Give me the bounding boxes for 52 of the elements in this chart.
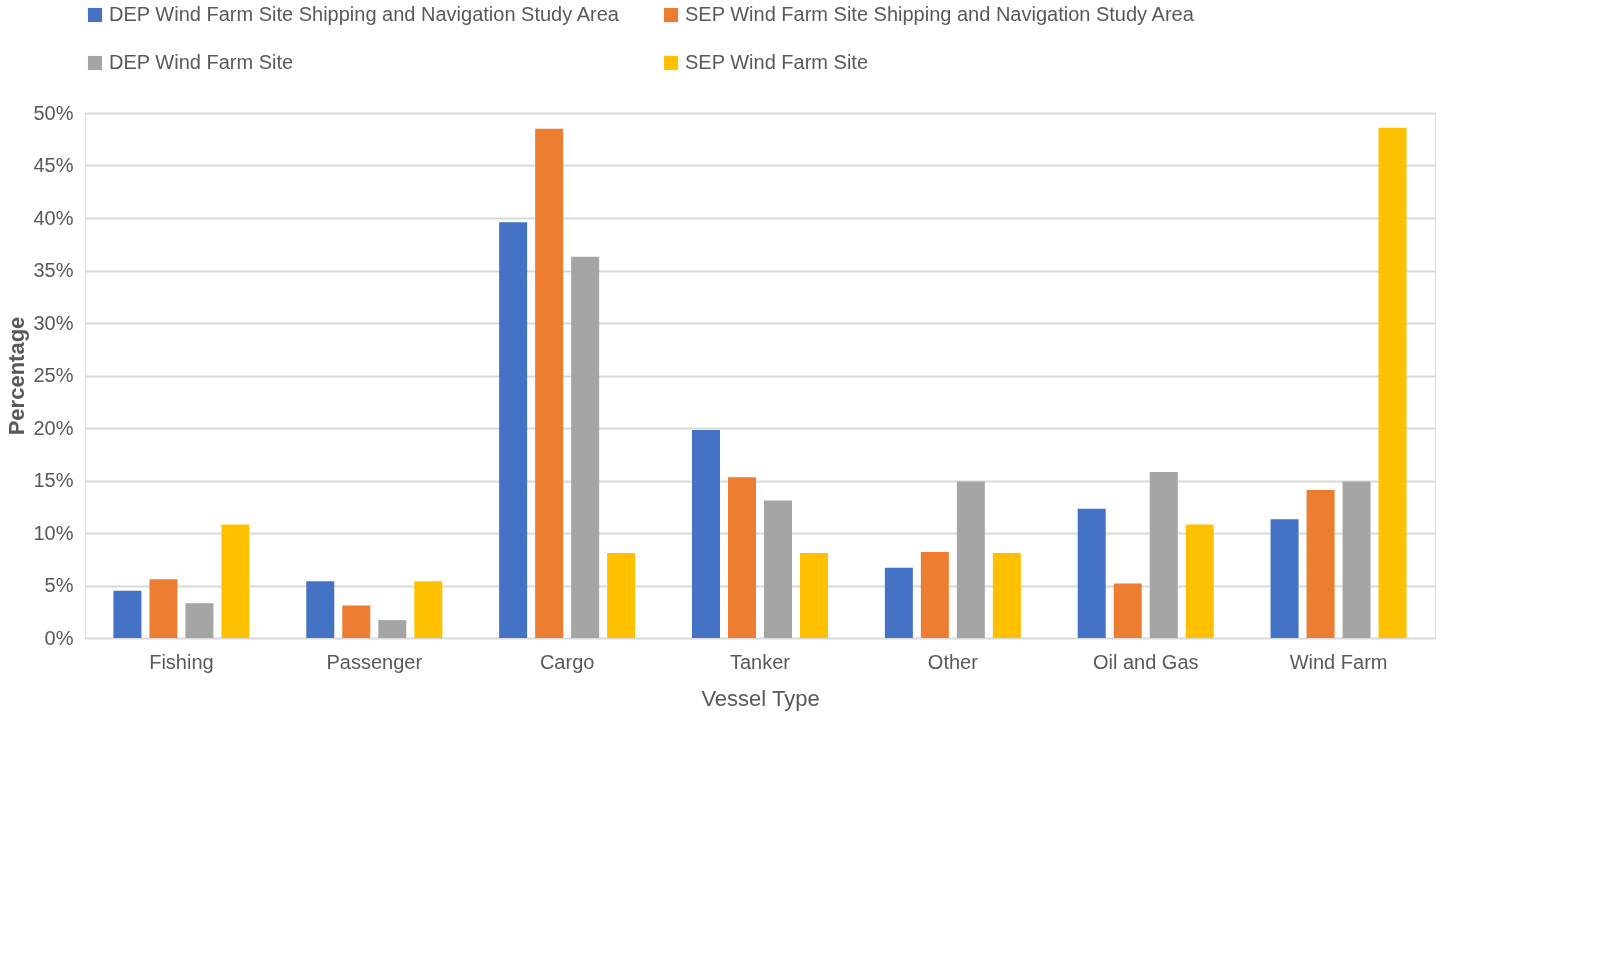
y-tick-label: 30% (33, 311, 74, 334)
x-tick-label: Cargo (539, 650, 595, 673)
y-tick-label: 45% (33, 154, 74, 176)
bar (1185, 524, 1214, 638)
bar (764, 500, 792, 638)
y-tick-label: 40% (33, 206, 74, 229)
y-tick-label: 20% (33, 416, 74, 439)
x-tick-label: Passenger (326, 650, 423, 673)
bar (1378, 127, 1407, 638)
x-tick-label: Fishing (149, 650, 214, 673)
bar (221, 524, 250, 638)
y-tick-label: 15% (33, 469, 74, 491)
bar (185, 603, 214, 638)
legend-label: SEP Wind Farm Site (685, 51, 869, 73)
y-tick-label: 5% (44, 574, 74, 596)
bar (956, 481, 985, 638)
bar (306, 581, 335, 638)
bar (113, 590, 142, 638)
bar (1077, 508, 1106, 638)
bar (1306, 489, 1335, 638)
bar (342, 605, 371, 638)
y-tick-label: 0% (44, 626, 74, 649)
bar (607, 552, 636, 638)
x-tick-label: Other (927, 650, 979, 673)
bar (728, 477, 756, 638)
x-tick-label: Wind Farm (1289, 650, 1388, 673)
x-tick-label: Oil and Gas (1092, 650, 1199, 673)
bar (499, 222, 528, 638)
y-tick-label: 35% (33, 259, 74, 281)
x-axis-title: Vessel Type (701, 685, 820, 711)
bar (884, 567, 913, 638)
legend-label: DEP Wind Farm Site Shipping and Navigation Study Area (109, 3, 620, 25)
bar (992, 552, 1021, 638)
bar (800, 552, 828, 638)
legend-label: DEP Wind Farm Site (109, 51, 294, 73)
bar (1113, 583, 1142, 638)
bar (571, 256, 600, 638)
bar (1342, 481, 1371, 638)
legend-label: SEP Wind Farm Site Shipping and Navigation Study Area (685, 3, 1195, 25)
bar (920, 551, 949, 638)
bar (535, 128, 564, 638)
y-tick-label: 10% (33, 521, 74, 544)
y-tick-label: 25% (33, 364, 74, 386)
bar (692, 430, 720, 638)
bar (1270, 519, 1299, 638)
bar (414, 581, 443, 638)
bar (1149, 472, 1178, 638)
y-tick-label: 50% (33, 101, 74, 124)
y-axis-title: Percentage (4, 316, 30, 436)
x-tick-label: Tanker (729, 650, 791, 673)
bar (378, 620, 407, 638)
bar (149, 579, 178, 638)
